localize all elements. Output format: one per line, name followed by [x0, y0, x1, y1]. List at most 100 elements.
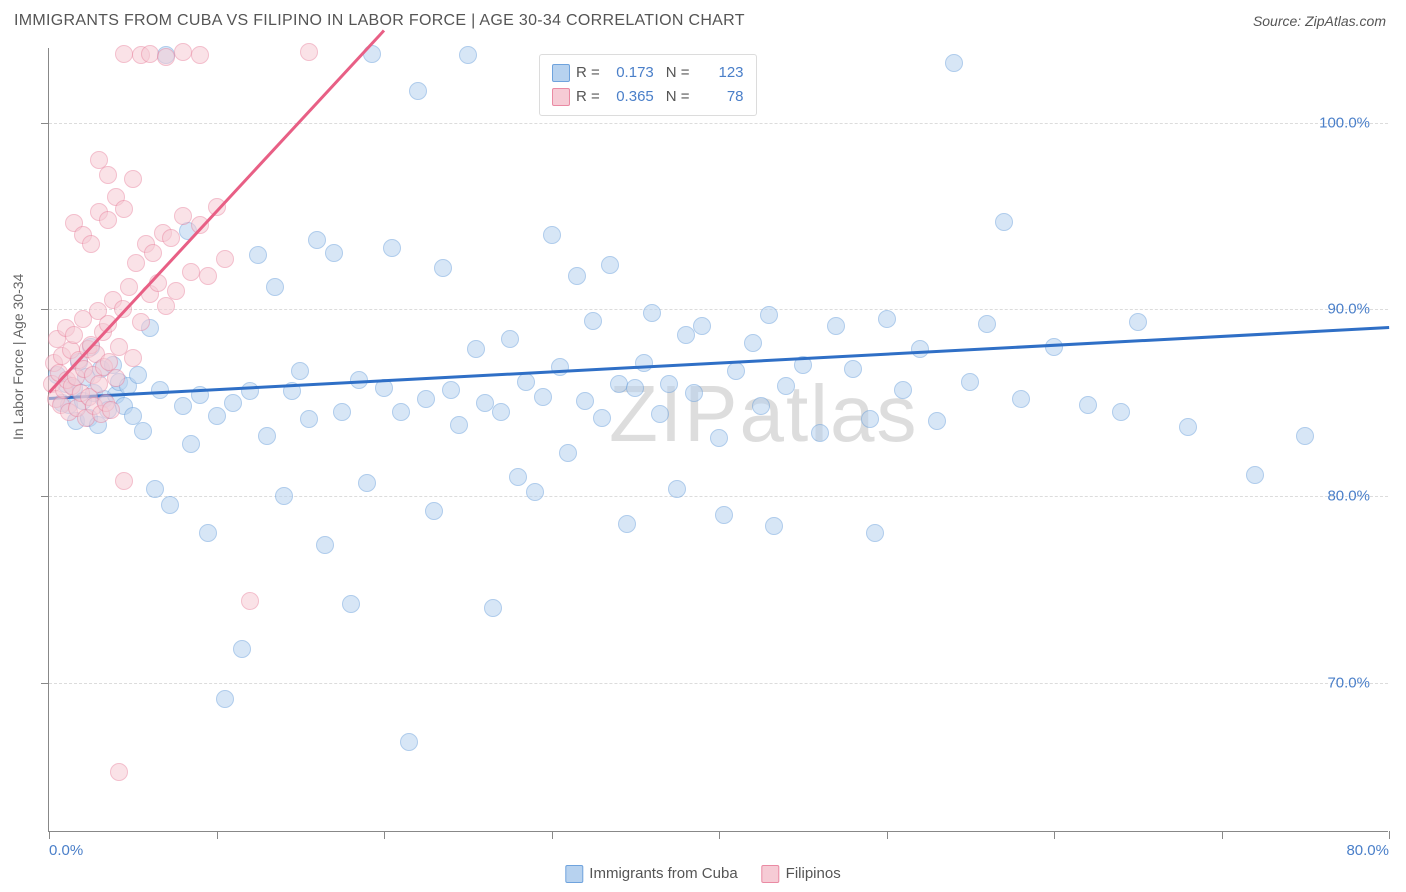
data-point [1112, 403, 1130, 421]
data-point [618, 515, 636, 533]
stat-n-filipinos: 78 [696, 85, 744, 109]
data-point [878, 310, 896, 328]
data-point [300, 410, 318, 428]
y-tick [41, 496, 49, 497]
trend-line [49, 326, 1389, 399]
stat-label-r: R = [576, 61, 600, 85]
data-point [191, 46, 209, 64]
grid-line [49, 309, 1388, 310]
data-point [174, 43, 192, 61]
data-point [291, 362, 309, 380]
data-point [710, 429, 728, 447]
data-point [127, 254, 145, 272]
data-point [866, 524, 884, 542]
data-point [517, 373, 535, 391]
y-tick [41, 683, 49, 684]
data-point [300, 43, 318, 61]
data-point [208, 407, 226, 425]
x-tick [217, 831, 218, 839]
grid-line [49, 496, 1388, 497]
data-point [266, 278, 284, 296]
x-tick [1222, 831, 1223, 839]
data-point [559, 444, 577, 462]
data-point [409, 82, 427, 100]
data-point [151, 381, 169, 399]
data-point [216, 690, 234, 708]
stat-label-n: N = [666, 85, 690, 109]
data-point [129, 366, 147, 384]
data-point [1079, 396, 1097, 414]
data-point [325, 244, 343, 262]
data-point [124, 349, 142, 367]
data-point [660, 375, 678, 393]
data-point [978, 315, 996, 333]
data-point [120, 278, 138, 296]
data-point [601, 256, 619, 274]
legend-label-cuba: Immigrants from Cuba [589, 862, 737, 886]
stat-label-n: N = [666, 61, 690, 85]
swatch-filipinos [552, 88, 570, 106]
data-point [99, 166, 117, 184]
legend-row-filipinos: R = 0.365 N = 78 [552, 85, 744, 109]
data-point [685, 384, 703, 402]
x-tick [1054, 831, 1055, 839]
data-point [765, 517, 783, 535]
data-point [124, 170, 142, 188]
grid-line [49, 683, 1388, 684]
data-point [727, 362, 745, 380]
data-point [146, 480, 164, 498]
data-point [400, 733, 418, 751]
x-tick [887, 831, 888, 839]
y-tick-label: 70.0% [1327, 674, 1370, 691]
legend-label-filipinos: Filipinos [786, 862, 841, 886]
data-point [551, 358, 569, 376]
data-point [425, 502, 443, 520]
stat-n-cuba: 123 [696, 61, 744, 85]
data-point [1296, 427, 1314, 445]
data-point [342, 595, 360, 613]
swatch-cuba [565, 865, 583, 883]
data-point [199, 267, 217, 285]
data-point [827, 317, 845, 335]
data-point [584, 312, 602, 330]
data-point [1045, 338, 1063, 356]
data-point [476, 394, 494, 412]
data-point [928, 412, 946, 430]
data-point [249, 246, 267, 264]
data-point [90, 375, 108, 393]
data-point [442, 381, 460, 399]
data-point [99, 211, 117, 229]
x-tick-label: 80.0% [1346, 842, 1389, 859]
data-point [693, 317, 711, 335]
data-point [107, 369, 125, 387]
data-point [610, 375, 628, 393]
data-point [161, 496, 179, 514]
data-point [100, 353, 118, 371]
data-point [434, 259, 452, 277]
data-point [995, 213, 1013, 231]
data-point [258, 427, 276, 445]
data-point [275, 487, 293, 505]
stat-r-cuba: 0.173 [606, 61, 654, 85]
y-tick-label: 80.0% [1327, 488, 1370, 505]
data-point [316, 536, 334, 554]
data-point [110, 763, 128, 781]
x-tick [719, 831, 720, 839]
data-point [167, 282, 185, 300]
data-point [141, 45, 159, 63]
data-point [576, 392, 594, 410]
swatch-cuba [552, 64, 570, 82]
data-point [509, 468, 527, 486]
data-point [182, 263, 200, 281]
y-axis-title: In Labor Force | Age 30-34 [10, 274, 26, 440]
data-point [102, 401, 120, 419]
data-point [115, 200, 133, 218]
data-point [501, 330, 519, 348]
swatch-filipinos [762, 865, 780, 883]
stat-r-filipinos: 0.365 [606, 85, 654, 109]
data-point [593, 409, 611, 427]
chart-title: IMMIGRANTS FROM CUBA VS FILIPINO IN LABO… [14, 12, 745, 30]
legend-item-cuba: Immigrants from Cuba [565, 862, 737, 886]
source-attribution: Source: ZipAtlas.com [1253, 13, 1386, 29]
data-point [635, 354, 653, 372]
